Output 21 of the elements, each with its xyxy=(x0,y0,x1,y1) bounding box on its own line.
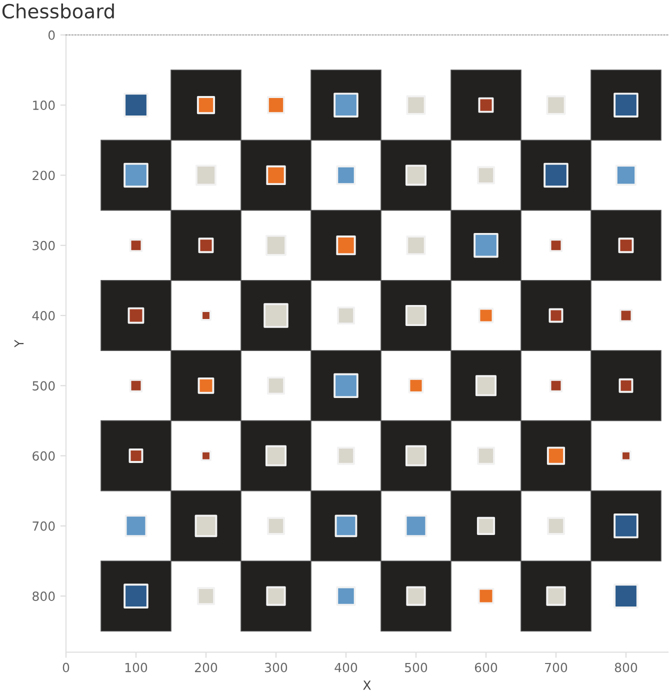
x-tick-label: 600 xyxy=(474,662,498,672)
y-tick-label: 600 xyxy=(32,451,55,461)
x-axis-title: X xyxy=(363,680,371,690)
y-tick-label: 0 xyxy=(48,30,55,40)
x-tick-label: 800 xyxy=(614,662,638,672)
x-tick-label: 400 xyxy=(334,662,358,672)
y-tick-label: 500 xyxy=(32,381,55,391)
x-tick-label: 500 xyxy=(405,662,428,672)
x-tick-label: 300 xyxy=(265,662,288,672)
x-tick-label: 0 xyxy=(62,662,70,672)
chart-title: Chessboard xyxy=(2,3,114,19)
y-axis-title: Y xyxy=(14,340,24,348)
x-tick-label: 200 xyxy=(194,662,218,672)
x-tick-label: 700 xyxy=(545,662,568,672)
y-tick-label: 300 xyxy=(32,240,55,250)
y-tick-label: 100 xyxy=(33,100,55,110)
y-tick-label: 400 xyxy=(32,310,55,320)
x-tick-label: 100 xyxy=(125,662,148,672)
y-tick-label: 700 xyxy=(32,521,55,531)
y-tick-label: 200 xyxy=(32,170,55,180)
y-tick-label: 800 xyxy=(32,592,55,601)
